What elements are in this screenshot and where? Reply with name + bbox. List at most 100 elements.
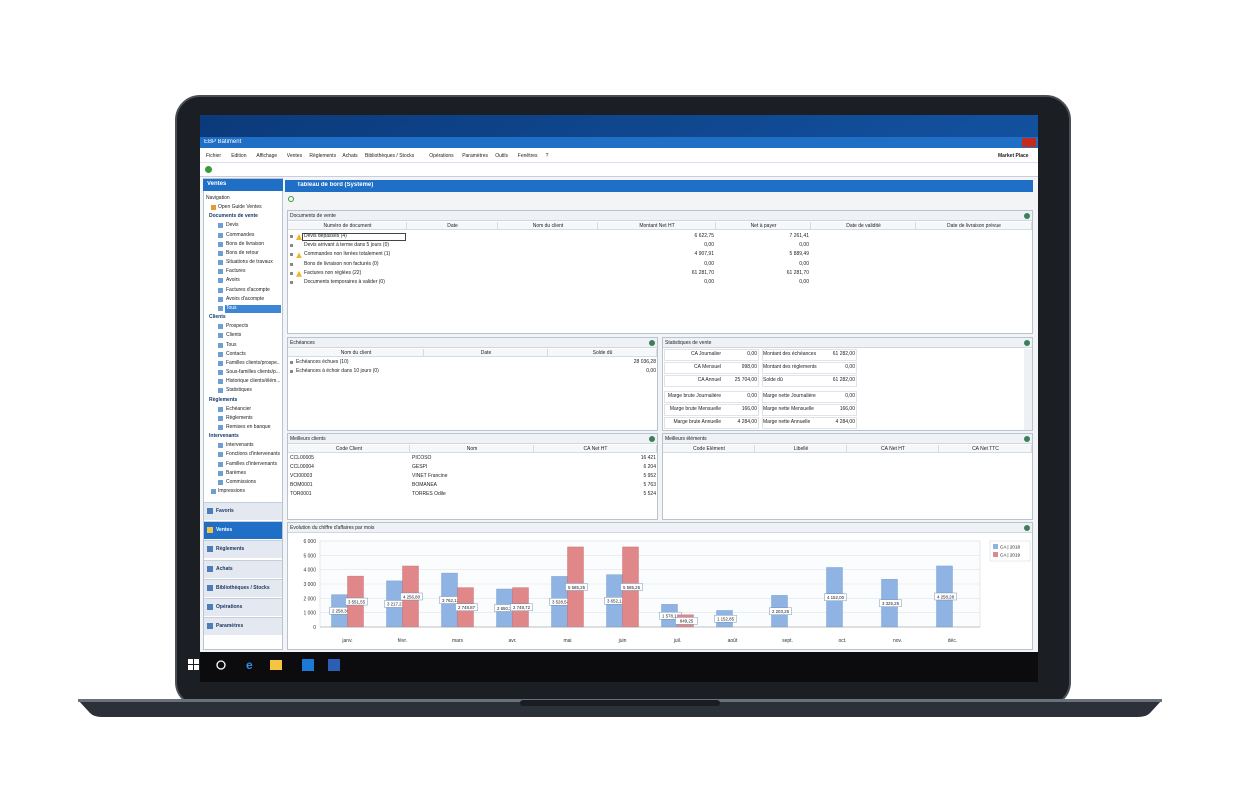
tree-item[interactable]: Règlements [226, 414, 253, 421]
tree-item[interactable]: Fonctions d'intervenants [226, 451, 280, 458]
tree-item[interactable]: Commissions [226, 478, 257, 485]
tree-group[interactable]: Documents de vente [209, 213, 258, 220]
data-label-box [400, 592, 423, 601]
tree-icon [218, 470, 223, 476]
tree-item[interactable]: Situations de travaux [226, 259, 273, 266]
stat-cell [762, 349, 857, 361]
stat-cell [664, 349, 759, 361]
menu-item[interactable]: Outils [495, 153, 508, 159]
tree-item[interactable]: Devis [226, 222, 239, 229]
app-icon[interactable] [302, 659, 314, 671]
column-header: Solde dû [592, 350, 613, 356]
menu-item[interactable]: Fichier [206, 153, 222, 159]
tree-item[interactable]: Tous [226, 304, 237, 311]
data-label: 3 325,25 [882, 601, 900, 606]
module-label[interactable]: Achats [216, 565, 233, 572]
menu-item[interactable]: Affichage [256, 153, 278, 159]
marketplace-link[interactable]: Market Place [998, 153, 1029, 159]
tree-item[interactable]: Échéancier [226, 405, 252, 412]
column-header: Code Client [335, 446, 363, 452]
column-border [1031, 222, 1032, 230]
module-button [204, 559, 282, 578]
module-label[interactable]: Opérations [216, 604, 243, 610]
row-label: Devis dépassés (4) [304, 233, 347, 239]
row-label: Commandes non livrées totalement (1) [304, 251, 391, 258]
panel-header [288, 523, 1032, 533]
menu-item[interactable]: Édition [231, 153, 247, 159]
expand-arrow [290, 271, 293, 275]
menu-item[interactable]: Règlements [309, 153, 337, 159]
stat-value: 998,00 [741, 364, 757, 370]
tree-item[interactable]: Intervenants [226, 442, 254, 449]
tree-item[interactable]: Factures [226, 268, 246, 275]
word-icon[interactable] [328, 659, 340, 671]
stat-label: Montant des échéances [763, 351, 817, 357]
laptop-notch [520, 700, 720, 706]
tree-item[interactable]: Avoirs [226, 277, 240, 284]
tree-link[interactable]: Open Guide Ventes [218, 204, 262, 211]
data-label-box [675, 617, 698, 625]
column-header: Net à payer [750, 223, 777, 229]
tree-item[interactable]: Bons de livraison [226, 240, 265, 247]
module-label[interactable]: Paramètres [216, 623, 244, 630]
module-label[interactable]: Bibliothèques / Stocks [216, 584, 270, 591]
explorer-icon[interactable] [270, 660, 282, 670]
table-header [663, 445, 1032, 453]
tree-icon [218, 250, 223, 256]
menu-item[interactable]: Bibliothèques / Stocks [365, 153, 415, 159]
module-label[interactable]: Règlements [216, 546, 245, 553]
tree-item[interactable]: Prospects [226, 323, 249, 330]
row-amount: 61 281,70 [691, 269, 714, 276]
tree-item[interactable]: Avoirs d'acompte [226, 295, 265, 302]
tree-item[interactable]: Tous [226, 341, 237, 348]
row-label: Devis arrivant à terme dans 5 jours (0) [304, 242, 390, 249]
start-button[interactable] [188, 659, 199, 670]
edge-icon[interactable]: e [246, 658, 253, 672]
tree-item[interactable]: Familles clients/prospe... [226, 359, 280, 366]
search-icon[interactable] [216, 660, 226, 670]
x-tick-label: nov. [893, 638, 902, 644]
tree-item[interactable]: Clients [226, 332, 242, 339]
tree-item[interactable]: Barèmes [226, 469, 247, 476]
menu-item[interactable]: ? [545, 153, 549, 159]
tree-item[interactable]: Bons de retour [226, 249, 259, 256]
tree-item[interactable]: Contacts [226, 350, 246, 357]
module-button [204, 578, 282, 597]
stat-value: 0,00 [845, 393, 855, 399]
row-label: Échéances échues (10) [296, 359, 349, 365]
expand-arrow [290, 253, 293, 257]
tree-item[interactable]: Familles d'intervenants [226, 460, 277, 467]
tree-item[interactable]: Factures d'acompte [226, 286, 270, 293]
panel-title: Statistiques de vente [665, 340, 712, 346]
tree-group[interactable]: Règlements [209, 396, 238, 403]
column-border [597, 222, 598, 230]
tree-item[interactable]: Sous-familles clients/p... [226, 369, 280, 376]
stat-label: Montant des règlements [763, 364, 817, 370]
data-label: 2 258,38 [332, 609, 350, 614]
panel-refresh [1024, 213, 1030, 219]
row-label: Documents temporaires à valider (0) [304, 279, 385, 285]
row-amount: 0,00 [646, 368, 656, 374]
menu-item[interactable]: Opérations [429, 153, 454, 159]
tree-link[interactable]: Impressions [218, 488, 245, 495]
menu-item[interactable]: Paramètres [462, 153, 489, 159]
tree-item[interactable]: Historique clients/élém... [226, 378, 280, 385]
tree-item[interactable]: Statistiques [226, 387, 252, 394]
tree-icon [218, 388, 223, 394]
module-label[interactable]: Ventes [216, 527, 233, 534]
module-label[interactable]: Favoris [216, 508, 234, 514]
tree-item[interactable]: Commandes [226, 231, 255, 238]
tree-group[interactable]: Clients [209, 314, 226, 321]
menu-item[interactable]: Fenêtres [517, 153, 538, 159]
module-button [204, 521, 282, 540]
tree-item[interactable]: Remises en banque [226, 424, 271, 430]
stat-value: 0,00 [845, 364, 855, 370]
window-title: EBP Bâtiment [204, 139, 242, 145]
x-tick-label: oct. [838, 638, 846, 644]
tree-group[interactable]: Intervenants [209, 433, 239, 440]
client-code: CCL00004 [290, 464, 314, 470]
column-header: Date [447, 223, 458, 229]
warning-icon [296, 252, 302, 259]
menu-item[interactable]: Ventes [286, 153, 303, 159]
menu-item[interactable]: Achats [342, 153, 358, 159]
